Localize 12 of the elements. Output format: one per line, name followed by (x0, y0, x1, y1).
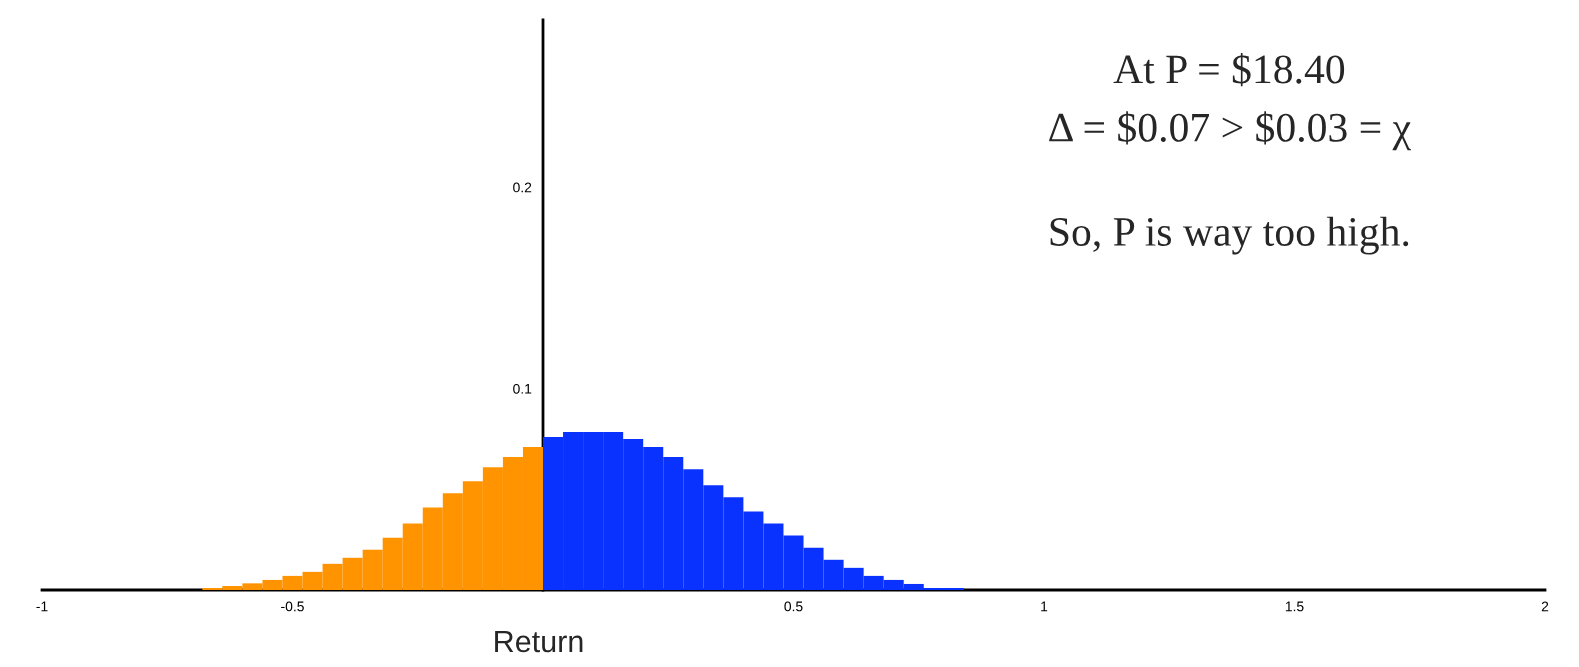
x-axis-title: Return (495, 631, 583, 653)
annotation: So, P is way too high. (1050, 216, 1409, 255)
x-tick-label: 1 (1041, 601, 1048, 612)
y-tick-label: 0.2 (513, 182, 532, 193)
x-tick-label: 2 (1541, 601, 1549, 612)
annotation: Δ = $0.07 > $0.03 = χ (1049, 111, 1411, 151)
y-tick-label: 0.1 (513, 383, 532, 394)
x-tick-label: 1.5 (1285, 601, 1304, 612)
x-tick-label: -0.5 (281, 601, 304, 612)
x-tick-label: 0.5 (784, 601, 803, 612)
x-tick-label: -1 (36, 601, 48, 612)
annotation: At P = $18.40 (1113, 52, 1345, 87)
